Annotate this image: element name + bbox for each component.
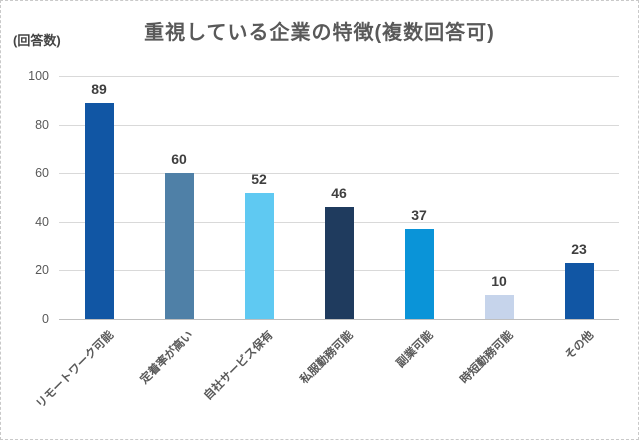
x-axis-category-label: 自社サービス保有 (202, 329, 276, 403)
bar-6 (484, 294, 514, 319)
y-axis-tick-label: 20 (35, 263, 49, 278)
x-axis-category-label: 時短勤務可能 (458, 329, 516, 387)
x-axis-category-label: リモートワーク可能 (33, 329, 116, 411)
bar-3 (244, 192, 274, 319)
chart-title: 重視している企業の特徴(複数回答可) (144, 22, 495, 44)
gridline (59, 173, 619, 175)
gridline (59, 124, 619, 126)
bar-value-label: 52 (251, 170, 267, 187)
y-axis-tick-label: 80 (35, 117, 49, 132)
bar-1 (84, 102, 114, 319)
x-axis-category-label: その他 (562, 329, 596, 363)
bar-value-label: 60 (171, 151, 187, 168)
bar-7 (564, 263, 594, 319)
x-axis-category-label: 副業可能 (394, 329, 436, 371)
bar-value-label: 23 (571, 241, 587, 258)
bar-2 (164, 173, 194, 319)
x-axis-category-label: 定着率が高い (138, 329, 196, 387)
bar-4 (324, 207, 354, 319)
y-axis-tick-label: 60 (35, 166, 49, 181)
gridline (59, 76, 619, 77)
bar-value-label: 37 (411, 207, 427, 224)
y-axis-tick-label: 0 (42, 312, 49, 326)
y-axis-unit-label: (回答数) (13, 33, 61, 48)
bar-value-label: 89 (91, 80, 107, 97)
y-axis-tick-label: 100 (28, 69, 49, 83)
x-axis-category-label: 私服勤務可能 (298, 329, 356, 387)
x-axis-line (59, 319, 619, 320)
y-axis-tick-label: 40 (35, 214, 49, 229)
bar-value-label: 46 (331, 185, 347, 202)
bar-5 (404, 229, 434, 319)
bar-value-label: 10 (491, 272, 507, 289)
